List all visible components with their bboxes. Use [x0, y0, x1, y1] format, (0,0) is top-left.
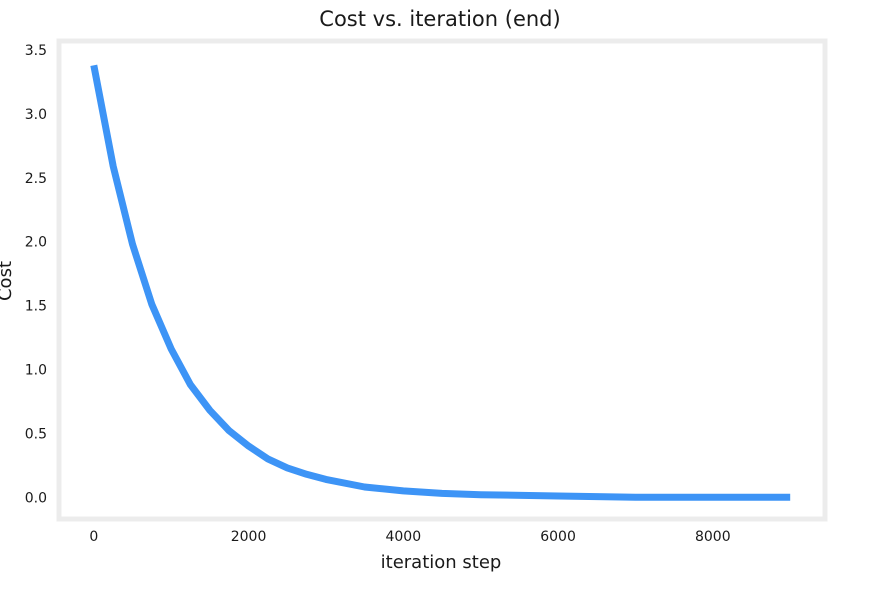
x-tick-label: 8000	[695, 529, 731, 545]
x-tick-label: 4000	[385, 529, 421, 545]
x-tick-label: 2000	[231, 529, 267, 545]
chart-title: Cost vs. iteration (end)	[319, 7, 560, 31]
x-axis-ticks: 0 2000 4000 6000 8000	[89, 529, 730, 545]
y-tick-label: 1.5	[25, 299, 47, 315]
y-axis-label: Cost	[0, 261, 16, 301]
y-tick-label: 0.0	[25, 490, 47, 506]
x-tick-label: 0	[89, 529, 98, 545]
series-layer	[90, 64, 791, 501]
y-tick-label: 3.0	[25, 107, 47, 123]
y-tick-label: 2.5	[25, 171, 47, 187]
x-axis-label: iteration step	[381, 552, 502, 573]
y-tick-label: 2.0	[25, 235, 47, 251]
y-tick-label: 0.5	[25, 426, 47, 442]
y-axis-ticks: 0.0 0.5 1.0 1.5 2.0 2.5 3.0 3.5	[25, 43, 47, 506]
plot-area-frame	[56, 38, 828, 522]
series-line	[90, 64, 791, 501]
x-tick-label: 6000	[540, 529, 576, 545]
y-tick-label: 1.0	[25, 362, 47, 378]
y-tick-label: 3.5	[25, 43, 47, 59]
